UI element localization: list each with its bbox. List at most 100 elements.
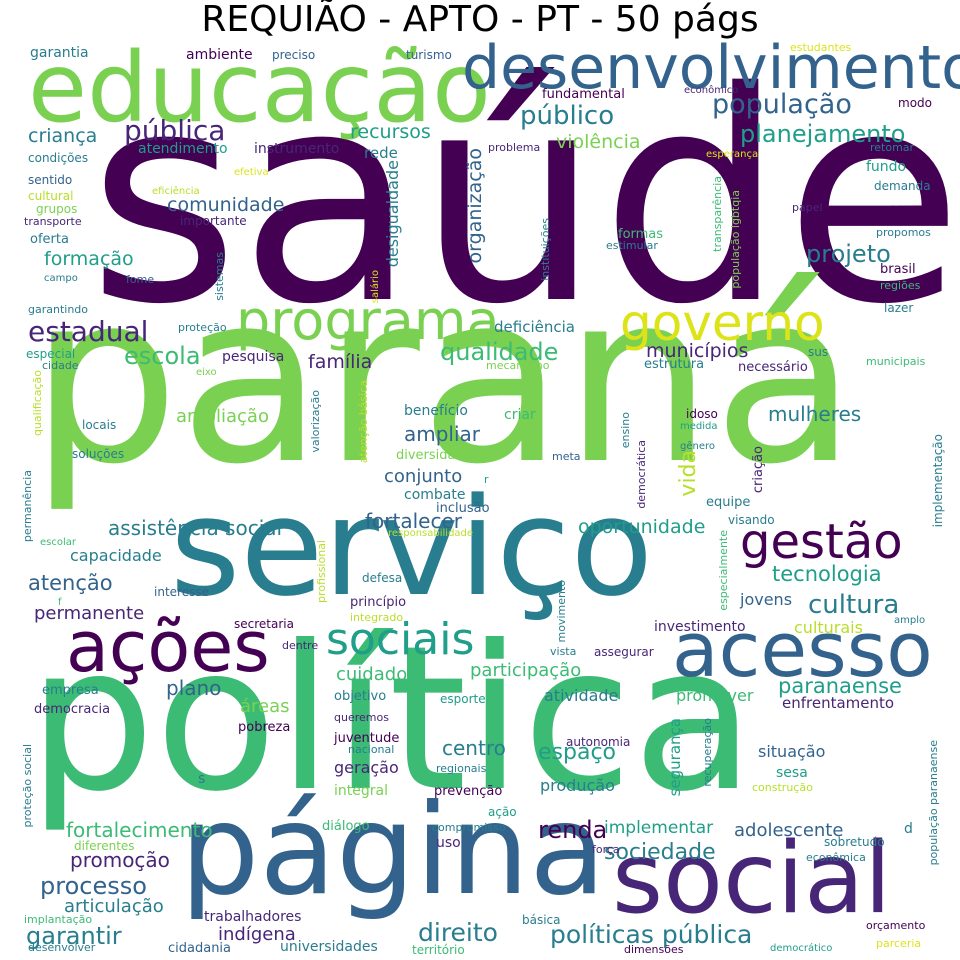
word-renda: renda [538, 816, 608, 844]
word-idoso: idoso [686, 407, 718, 421]
word-formas: formas [618, 227, 664, 242]
word-d: d [904, 821, 913, 837]
word-enfrentamento: enfrentamento [782, 694, 895, 712]
word-beneficio: benefício [404, 403, 468, 419]
word-projeto: projeto [806, 240, 891, 268]
word-rede: rede [364, 144, 398, 162]
word-cultura: cultura [808, 590, 900, 620]
word-campo: campo [44, 273, 78, 284]
word-universidades: universidades [280, 939, 378, 955]
word-esperanca: esperança [706, 149, 759, 160]
word-forca: força [592, 843, 620, 856]
word-fortalecer: fortalecer [365, 509, 462, 533]
word-movimento: movimento [555, 580, 568, 643]
word-vista: vista [550, 645, 577, 658]
word-estrutura: estrutura [644, 357, 705, 372]
word-ampliacao: ampliação [176, 406, 269, 427]
word-governo: governo [620, 294, 825, 352]
word-desenvolver: desenvolver [28, 941, 96, 954]
word-efetiva: efetiva [234, 167, 269, 178]
word-protecao: proteção [178, 321, 227, 334]
word-nacional: nacional [348, 743, 395, 756]
word-cultural: cultural [28, 189, 74, 203]
word-cidade: cidade [42, 359, 79, 372]
word-indigena: indígena [218, 924, 296, 945]
word-inclusao: inclusão [436, 501, 490, 516]
word-sociais: sociais [326, 614, 475, 665]
word-deficiencia: deficiência [494, 318, 575, 336]
word-turismo: turismo [406, 48, 452, 62]
word-pagina: página [180, 778, 606, 923]
word-programa: programa [236, 289, 500, 352]
word-fundamental: fundamental [542, 87, 625, 102]
word-especial: especial [26, 347, 76, 361]
word-sociedade: sociedade [604, 840, 716, 865]
word-visando: visando [728, 513, 775, 527]
word-recuperacao: recuperação [701, 718, 714, 787]
word-combate: combate [404, 487, 466, 503]
word-implementar: implementar [604, 818, 714, 838]
word-defesa: defesa [362, 571, 403, 585]
word-implementacao: implementação [931, 434, 945, 528]
word-populacao: população [712, 89, 852, 120]
word-dentre: dentre [282, 639, 319, 652]
word-autonomia: autonomia [566, 735, 631, 749]
word-modo: modo [898, 96, 932, 110]
word-implantacao: implantação [24, 913, 93, 926]
word-criacao: criação [751, 446, 766, 494]
word-garantindo: garantindo [28, 303, 89, 316]
word-regionais: regionais [436, 762, 487, 775]
word-conjunto: conjunto [384, 466, 463, 487]
word-democratico: democrático [770, 943, 833, 954]
word-articulacao: articulação [64, 896, 164, 917]
word-qualidade: qualidade [440, 338, 559, 366]
word-crianca: criança [28, 125, 98, 147]
word-municipais: municipais [866, 355, 926, 368]
word-regioes: regiões [880, 279, 921, 292]
word-atividade: atividade [544, 686, 619, 705]
word-adolescente: adolescente [734, 820, 844, 841]
word-r: r [484, 473, 489, 486]
word-importante: importante [180, 214, 247, 228]
word-esporte: esporte [440, 692, 486, 706]
word-fome: fome [126, 273, 155, 286]
word-fortalecimento: fortalecimento [66, 818, 213, 842]
word-locais: locais [82, 418, 117, 432]
word-condicoes: condições [28, 151, 89, 165]
word-prevencao: prevenção [434, 784, 503, 799]
word-trabalhadores: trabalhadores [204, 909, 302, 925]
word-investimento: investimento [654, 619, 746, 635]
word-atencao: atenção [28, 571, 113, 595]
word-valorizacao: valorização [309, 390, 322, 453]
word-sobretudo: sobretudo [824, 835, 885, 849]
word-desigualdade: desigualdade [383, 160, 402, 268]
word-responsabilidade: responsabilidade [388, 528, 474, 539]
word-objetivo: objetivo [334, 689, 387, 704]
word-sus: sus [808, 345, 829, 359]
word-acao: ação [488, 805, 517, 819]
word-violencia: violência [556, 131, 641, 153]
word-escola: escola [124, 342, 201, 370]
word-tecnologia: tecnologia [772, 562, 882, 586]
word-parana: paraná [30, 243, 857, 516]
word-diversidade: diversidade [396, 448, 472, 463]
word-equipe: equipe [706, 495, 751, 510]
word-meta: meta [552, 450, 581, 463]
word-papel: papel [792, 201, 823, 214]
page-title: REQUIÃO - APTO - PT - 50 págs [201, 0, 759, 40]
word-compromisso: compromisso [432, 821, 506, 834]
word-amplo: amplo [894, 615, 926, 626]
word-garantia: garantia [30, 45, 89, 61]
word-basica: básica [522, 913, 561, 927]
word-garantir: garantir [26, 922, 122, 950]
word-planejamento: planejamento [740, 120, 906, 148]
word-direito: direito [418, 918, 498, 947]
word-cidadania: cidadania [168, 941, 232, 956]
word-profissional: profissional [315, 540, 328, 603]
word-sistemas: sistemas [213, 252, 226, 301]
word-instrumento: instrumento [254, 141, 340, 157]
word-f: f [58, 597, 62, 608]
word-especialmente: especialmente [717, 530, 730, 611]
word-transparencia: transparência [711, 176, 724, 252]
word-medida: medida [680, 421, 718, 432]
